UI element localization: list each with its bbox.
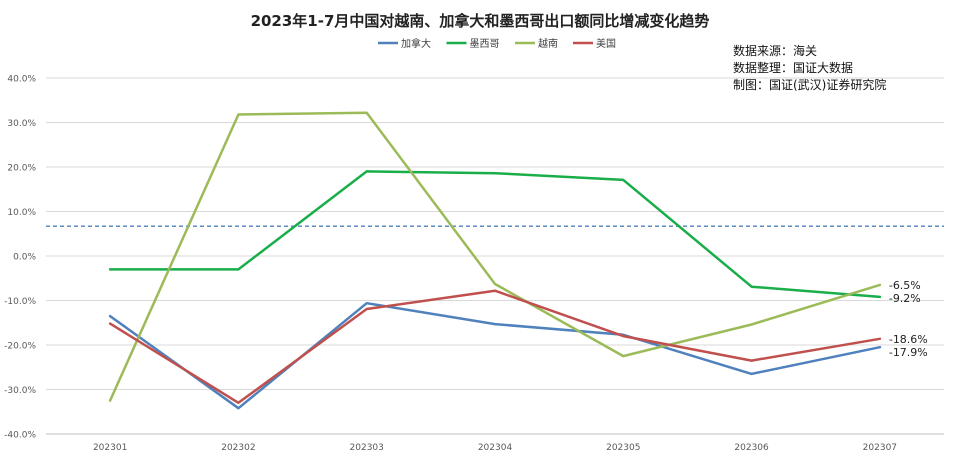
y-tick-label: -10.0% bbox=[4, 297, 36, 307]
y-tick-label: 40.0% bbox=[7, 75, 36, 85]
x-tick-label: 202303 bbox=[350, 443, 384, 453]
source-note-line-1: 数据来源：海关 bbox=[733, 43, 817, 58]
y-tick-label: -30.0% bbox=[4, 386, 36, 396]
end-label: -6.5% bbox=[889, 279, 921, 292]
end-label: -9.2% bbox=[889, 292, 921, 305]
x-tick-label: 202302 bbox=[221, 443, 255, 453]
x-tick-label: 202305 bbox=[606, 443, 640, 453]
end-label: -18.6% bbox=[889, 333, 928, 346]
y-tick-label: -20.0% bbox=[4, 342, 36, 352]
source-note-line-2: 数据整理：国证大数据 bbox=[733, 60, 853, 75]
source-note-line-3: 制图：国证(武汉)证券研究院 bbox=[733, 77, 886, 92]
x-tick-label: 202306 bbox=[734, 443, 769, 453]
end-label: -17.9% bbox=[889, 346, 928, 359]
y-tick-label: 30.0% bbox=[7, 119, 36, 129]
legend-label: 加拿大 bbox=[401, 37, 431, 50]
x-tick-label: 202307 bbox=[863, 443, 897, 453]
y-tick-label: -40.0% bbox=[4, 431, 36, 441]
x-tick-label: 202304 bbox=[478, 443, 513, 453]
y-tick-label: 20.0% bbox=[7, 164, 36, 174]
y-tick-label: 0.0% bbox=[13, 253, 36, 263]
chart-title: 2023年1-7月中国对越南、加拿大和墨西哥出口额同比增减变化趋势 bbox=[251, 12, 710, 30]
legend-label: 墨西哥 bbox=[470, 38, 500, 50]
x-tick-label: 202301 bbox=[93, 443, 127, 453]
legend-label: 美国 bbox=[596, 37, 616, 50]
legend-label: 越南 bbox=[538, 37, 558, 50]
y-tick-label: 10.0% bbox=[7, 208, 36, 218]
